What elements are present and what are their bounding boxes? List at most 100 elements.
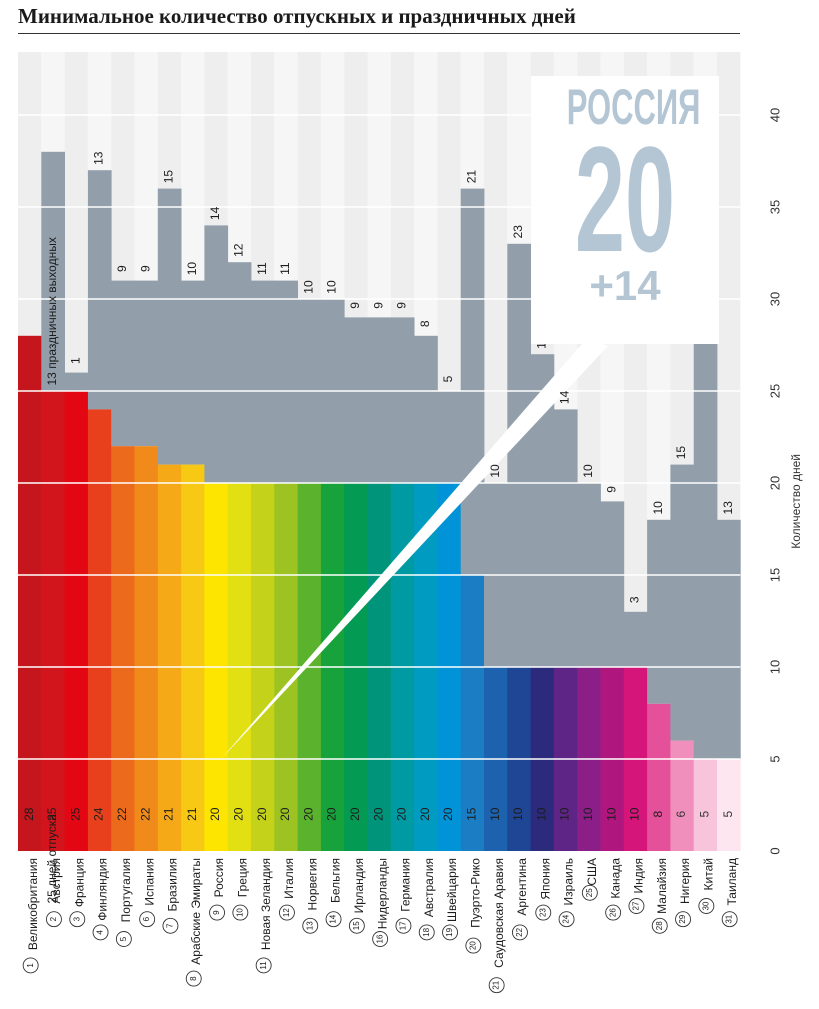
country-label: Испания	[142, 858, 156, 906]
holiday-bar	[600, 501, 625, 667]
holiday-bar	[623, 611, 648, 667]
vacation-bar	[717, 759, 741, 851]
y-axis-label: Количество дней	[789, 454, 803, 549]
y-tick-label: 5	[767, 755, 782, 762]
rank-circle	[209, 904, 226, 921]
country-label: Австралия	[422, 858, 436, 917]
rank-number: 16	[375, 934, 384, 943]
rank-circle	[418, 924, 435, 941]
rank-number: 24	[562, 914, 571, 923]
holiday-value-label: 15	[162, 170, 176, 184]
country-label: Нигерия	[678, 858, 692, 904]
vacation-bar	[647, 703, 671, 851]
vacation-value-label: 20	[348, 807, 362, 821]
holiday-value-label: 10	[301, 280, 315, 294]
vacation-value-label: 5	[698, 811, 712, 818]
y-tick-label: 30	[767, 292, 782, 306]
holiday-value-label: 8	[418, 320, 432, 327]
vacation-value-label: 28	[22, 807, 36, 821]
vacation-value-label: 25	[45, 807, 59, 821]
country-label: Бразилия	[166, 858, 180, 912]
holiday-value-label: 13	[721, 501, 735, 515]
country-label: Франция	[72, 858, 86, 907]
vacation-value-label: 6	[674, 811, 688, 818]
holiday-bar	[204, 225, 229, 483]
rank-circle	[22, 957, 39, 974]
country-label: Ирландия	[352, 858, 366, 913]
rank-number: 1	[26, 963, 35, 968]
holiday-bar	[274, 280, 298, 483]
country-label: Швейцария	[445, 858, 459, 922]
rank-circle	[46, 911, 62, 928]
rank-number: 27	[632, 901, 641, 910]
rank-circle	[372, 931, 389, 947]
holiday-bar	[251, 280, 275, 483]
vacation-value-label: 10	[628, 807, 642, 821]
holiday-bar	[437, 391, 462, 483]
holiday-bar	[693, 335, 718, 759]
rank-circle	[325, 911, 342, 928]
holiday-value-label: 12	[232, 243, 246, 257]
rank-number: 2	[49, 916, 58, 921]
holiday-value-label: 14	[558, 390, 572, 404]
country-label: Арабские Эмираты	[189, 858, 203, 965]
holiday-value-label: 10	[488, 464, 502, 478]
holiday-bar	[553, 409, 578, 667]
country-label: США	[585, 858, 599, 886]
russia-callout: РОССИЯ 20 +14	[531, 76, 719, 344]
rank-number: 13	[305, 921, 314, 930]
rank-circle	[488, 977, 505, 994]
y-tick-label: 0	[767, 847, 782, 854]
rank-number: 10	[235, 908, 244, 917]
vacation-bar	[181, 464, 205, 851]
rank-circle	[255, 957, 272, 974]
country-label: Германия	[399, 858, 413, 912]
holiday-value-label: 5	[441, 375, 455, 382]
holiday-value-label: 11	[278, 262, 292, 275]
vacation-value-label: 10	[488, 807, 502, 821]
holiday-value-label: 9	[348, 302, 362, 309]
country-label: Новая Зеландия	[259, 858, 273, 950]
rank-circle	[605, 904, 622, 921]
vacation-value-label: 20	[325, 807, 339, 821]
rank-number: 17	[399, 921, 408, 930]
rank-circle	[69, 911, 86, 928]
rank-number: 19	[445, 927, 454, 936]
rank-circle	[465, 937, 482, 954]
holiday-bar	[414, 335, 438, 483]
holiday-bar	[87, 170, 112, 410]
country-label: Саудовская Аравия	[492, 858, 506, 968]
vacation-bar	[693, 759, 718, 851]
vacation-bar	[111, 446, 135, 851]
holiday-bar	[134, 280, 159, 447]
y-tick-label: 40	[767, 108, 782, 122]
country-label: Австрия	[49, 858, 63, 904]
rank-circle	[512, 924, 528, 941]
holiday-value-label: 14	[208, 206, 222, 220]
callout-country: РОССИЯ	[566, 79, 701, 135]
vacation-bar	[41, 391, 65, 851]
rank-number: 8	[189, 976, 198, 981]
vacation-value-label: 10	[511, 807, 525, 821]
vacation-value-label: 20	[255, 807, 269, 821]
country-label: Нидерланды	[375, 858, 389, 929]
rank-circle	[581, 884, 598, 901]
vacation-bar	[64, 391, 89, 851]
country-label: Греция	[236, 858, 250, 897]
vacation-bar	[134, 446, 159, 851]
rank-circle	[139, 911, 156, 928]
holiday-value-label: 13	[92, 151, 106, 165]
rank-circle	[675, 911, 691, 928]
rank-number: 5	[119, 936, 128, 941]
vacation-value-label: 20	[441, 807, 455, 821]
holiday-bar	[507, 243, 531, 668]
rank-circle	[162, 917, 179, 934]
country-label: Финляндия	[96, 858, 110, 921]
vacation-value-label: 20	[418, 807, 432, 821]
rank-number: 29	[678, 914, 687, 923]
y-tick-label: 10	[767, 660, 782, 674]
y-tick-label: 35	[767, 200, 782, 214]
country-label: Бельгия	[329, 858, 343, 903]
vacation-value-label: 22	[138, 807, 152, 821]
rank-number: 4	[96, 930, 105, 935]
